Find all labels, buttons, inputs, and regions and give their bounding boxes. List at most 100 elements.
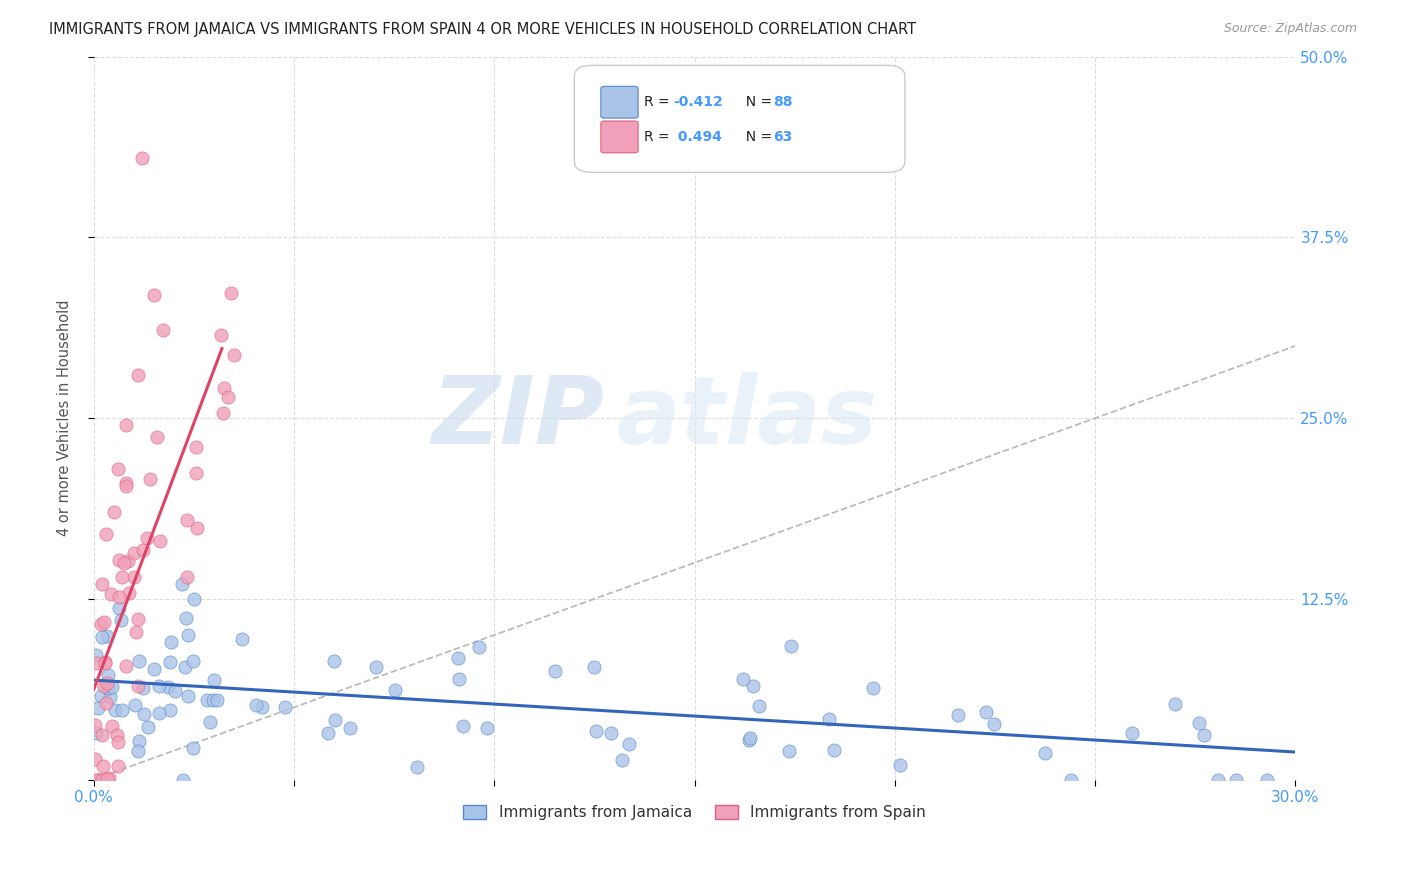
Point — [1121, 726, 1143, 740]
Point — [733, 673, 755, 687]
Legend: Immigrants from Jamaica, Immigrants from Spain: Immigrants from Jamaica, Immigrants from… — [457, 799, 932, 826]
Point — [93, 615, 115, 629]
Point — [111, 570, 134, 584]
Point — [316, 726, 339, 740]
Point — [738, 732, 761, 747]
Text: IMMIGRANTS FROM JAMAICA VS IMMIGRANTS FROM SPAIN 4 OR MORE VEHICLES IN HOUSEHOLD: IMMIGRANTS FROM JAMAICA VS IMMIGRANTS FR… — [49, 22, 917, 37]
Point — [131, 681, 153, 696]
Point — [198, 714, 221, 729]
Point — [90, 727, 112, 741]
Y-axis label: 4 or more Vehicles in Household: 4 or more Vehicles in Household — [58, 300, 72, 536]
Point — [149, 533, 172, 548]
Point — [544, 664, 567, 678]
Point — [159, 703, 181, 717]
Point — [114, 418, 136, 433]
Point — [122, 569, 145, 583]
Point — [159, 635, 181, 649]
Point — [339, 721, 361, 735]
Point — [110, 613, 132, 627]
Point — [212, 406, 235, 420]
Point — [252, 700, 274, 714]
Point — [817, 712, 839, 726]
Point — [94, 526, 117, 541]
Point — [165, 683, 187, 698]
Text: R =: R = — [644, 130, 673, 144]
Point — [114, 476, 136, 491]
Point — [96, 772, 118, 786]
Point — [1035, 746, 1057, 760]
Point — [323, 654, 346, 668]
Point — [84, 725, 107, 739]
Point — [406, 760, 429, 774]
Point — [172, 772, 194, 787]
Point — [143, 662, 166, 676]
Point — [451, 719, 474, 733]
Text: ZIP: ZIP — [432, 372, 605, 464]
Point — [127, 679, 149, 693]
Point — [183, 741, 205, 756]
Text: N =: N = — [737, 130, 776, 144]
Point — [112, 556, 135, 570]
Point — [323, 713, 346, 727]
Point — [176, 611, 198, 625]
Point — [132, 543, 155, 558]
Point — [202, 693, 225, 707]
Point — [101, 718, 124, 732]
Point — [600, 725, 623, 739]
Point — [142, 288, 165, 302]
Point — [127, 368, 149, 382]
Point — [152, 323, 174, 337]
Point — [231, 632, 253, 646]
Point — [148, 679, 170, 693]
Point — [104, 703, 127, 717]
Point — [136, 720, 159, 734]
Point — [91, 772, 114, 787]
Point — [111, 703, 134, 717]
Point — [100, 680, 122, 694]
Point — [103, 505, 125, 519]
Point — [114, 479, 136, 493]
Point — [100, 586, 122, 600]
FancyBboxPatch shape — [600, 87, 638, 118]
Point — [217, 390, 239, 404]
Point — [105, 728, 128, 742]
Point — [118, 585, 141, 599]
Point — [181, 655, 204, 669]
Point — [83, 718, 105, 732]
Point — [86, 772, 108, 787]
Point — [90, 689, 112, 703]
Point — [128, 733, 150, 747]
Point — [1060, 772, 1083, 787]
Point — [127, 612, 149, 626]
Point — [107, 462, 129, 476]
Point — [94, 656, 117, 670]
Point — [159, 655, 181, 669]
Point — [366, 659, 388, 673]
Point — [108, 553, 131, 567]
Point — [205, 692, 228, 706]
Point — [862, 681, 884, 696]
Point — [742, 679, 765, 693]
Text: 88: 88 — [773, 95, 792, 109]
Point — [183, 591, 205, 606]
Point — [128, 654, 150, 668]
Point — [186, 520, 208, 534]
Text: -0.412: -0.412 — [673, 95, 723, 109]
Point — [176, 570, 198, 584]
FancyBboxPatch shape — [575, 65, 905, 172]
Point — [617, 737, 640, 751]
Point — [93, 679, 115, 693]
Point — [97, 681, 120, 695]
Point — [107, 591, 129, 605]
Text: R =: R = — [644, 95, 673, 109]
Point — [447, 651, 470, 665]
Point — [125, 624, 148, 639]
Point — [209, 328, 232, 343]
Point — [202, 673, 225, 687]
Point — [468, 640, 491, 655]
Point — [91, 758, 114, 772]
Point — [84, 648, 107, 663]
Point — [90, 617, 112, 632]
Text: atlas: atlas — [616, 372, 877, 464]
Point — [122, 547, 145, 561]
